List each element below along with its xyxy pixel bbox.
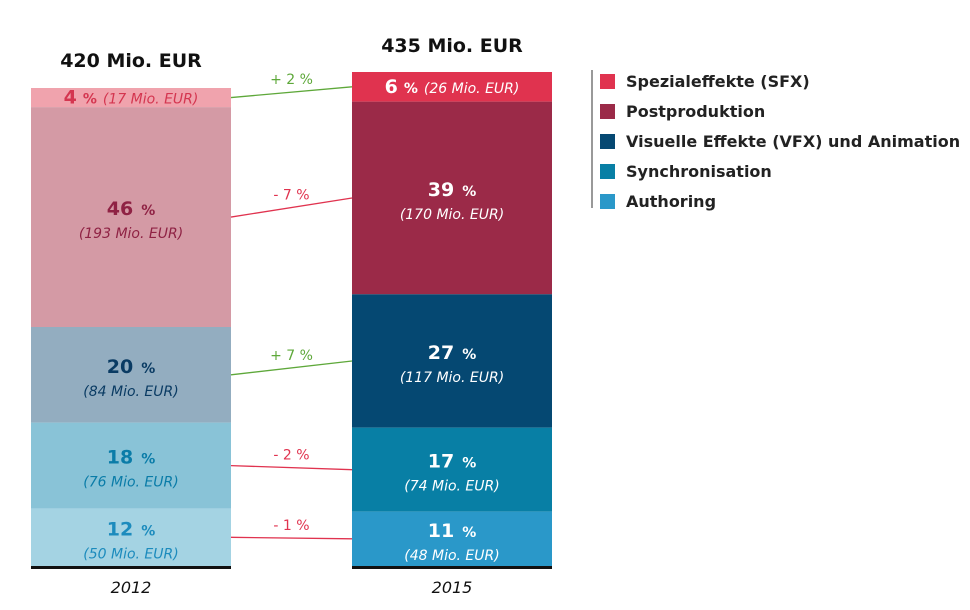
legend-label-1: Spezialeffekte (SFX) — [626, 72, 810, 91]
segment-value-2012-4: (76 Mio. EUR) — [83, 475, 178, 491]
total-label-2015: 435 Mio. EUR — [381, 35, 523, 57]
bar-segment-2012-2 — [31, 107, 231, 328]
segment-percent-2012-2: 46% — [107, 198, 155, 220]
change-connector-1 — [230, 86, 353, 99]
segment-percent-2015-2: 39% — [428, 179, 476, 201]
segment-percent-2012-3: 20% — [107, 356, 155, 378]
change-connector-5 — [230, 536, 353, 540]
legend-swatch-4 — [600, 164, 615, 179]
bar-segment-2015-4 — [352, 427, 552, 512]
change-label-2: - 7 % — [273, 188, 309, 204]
segment-label-2015-1: 6% (26 Mio. EUR) — [385, 76, 520, 98]
segment-percent-2012-5: 12% — [107, 518, 155, 540]
segment-label-2012-1: 4% (17 Mio. EUR) — [64, 87, 199, 109]
bar-segment-2012-5 — [31, 508, 231, 566]
change-label-4: - 2 % — [273, 448, 309, 464]
total-label-2012: 420 Mio. EUR — [60, 50, 202, 72]
bar-segment-2012-1 — [31, 88, 231, 108]
legend-swatch-1 — [600, 74, 615, 89]
segment-value-2015-5: (48 Mio. EUR) — [404, 548, 499, 564]
segment-value-2012-5: (50 Mio. EUR) — [83, 546, 178, 562]
segment-percent-2012-4: 18% — [107, 447, 155, 469]
segment-value-2015-4: (74 Mio. EUR) — [404, 479, 499, 495]
legend-swatch-2 — [600, 104, 615, 119]
segment-labels: 4% (17 Mio. EUR) 6% (26 Mio. EUR) 46 % (193 Mi… — [64, 76, 520, 564]
change-label-1: + 2 % — [270, 72, 313, 88]
segment-percent-2015-3: 27% — [428, 342, 476, 364]
segment-value-2015-3: (117 Mio. EUR) — [400, 370, 504, 386]
legend: Spezialeffekte (SFX) Postproduktion Visuel… — [600, 72, 960, 211]
change-connectors: + 2 % - 7 % + 7 % - 2 % - 1 % — [230, 72, 353, 540]
baseline-2015 — [352, 566, 552, 569]
bar-segment-2012-4 — [31, 422, 231, 509]
segment-percent-2015-4: 17% — [428, 451, 476, 473]
legend-label-5: Authoring — [626, 192, 716, 211]
bar-segment-2015-5 — [352, 511, 552, 566]
change-connector-2 — [230, 197, 353, 218]
change-label-5: - 1 % — [273, 518, 309, 534]
bar-segment-2015-3 — [352, 294, 552, 428]
segment-value-2012-3: (84 Mio. EUR) — [83, 384, 178, 400]
change-connector-4 — [230, 464, 353, 471]
bar-segment-2015-2 — [352, 101, 552, 295]
legend-label-2: Postproduktion — [626, 102, 765, 121]
change-label-3: + 7 % — [270, 348, 313, 364]
legend-swatch-5 — [600, 194, 615, 209]
segment-value-2015-2: (170 Mio. EUR) — [400, 207, 504, 223]
bar-segment-2015-1 — [352, 72, 552, 102]
segment-percent-2015-5: 11% — [428, 520, 476, 542]
category-label-2015: 2015 — [432, 578, 473, 597]
legend-swatch-3 — [600, 134, 615, 149]
legend-label-4: Synchronisation — [626, 162, 772, 181]
bars-layer — [31, 72, 552, 569]
change-connector-3 — [230, 360, 353, 376]
bar-segment-2012-3 — [31, 327, 231, 423]
category-label-2012: 2012 — [111, 578, 152, 597]
legend-label-3: Visuelle Effekte (VFX) und Animation — [626, 132, 960, 151]
segment-value-2012-2: (193 Mio. EUR) — [79, 226, 183, 242]
baseline-2012 — [31, 566, 231, 569]
